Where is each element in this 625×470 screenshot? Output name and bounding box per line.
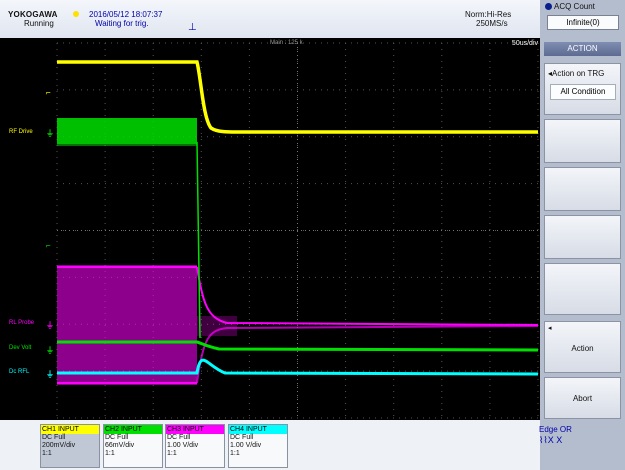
ch4-probe: 1:1 [230, 450, 240, 457]
softkey-empty-4[interactable] [544, 263, 621, 315]
ch4-header: CH4 INPUT [229, 425, 287, 434]
channel-info-bar: CH1 INPUT DC Full 200mV/div 1:1 CH2 INPU… [0, 420, 540, 470]
dev-volt-trace [57, 340, 539, 352]
ch3-header: CH3 INPUT [166, 425, 224, 434]
action-button-label: Action [571, 344, 594, 353]
action-on-trg-value: All Condition [550, 84, 616, 100]
acquisition-mode: Norm:Hi-Res [465, 10, 512, 19]
trigger-status: Waiting for trig. [95, 19, 149, 28]
ch2-label-rf-drive: RF Drive [9, 129, 33, 135]
softkey-empty-1[interactable] [544, 119, 621, 163]
label-dev-volt: Dev Volt [9, 345, 32, 351]
trigger-symbols: ⌇⌇X X [539, 435, 563, 445]
acq-count-value[interactable]: Infinite(0) [547, 15, 619, 30]
run-state: Running [24, 19, 54, 28]
ch3-scale: 1.00 V/div [167, 442, 199, 449]
ch4-coupling: DC Full [230, 434, 254, 441]
ch4-trace [57, 358, 539, 376]
waveform-canvas [56, 42, 539, 419]
ch3-ground-marker[interactable]: ⏚ [46, 321, 54, 330]
ch2-coupling: DC Full [105, 434, 129, 441]
action-softkey[interactable]: ◂ Action [544, 321, 621, 373]
abort-softkey[interactable]: Abort [544, 377, 621, 419]
action-menu-title: ACTION [544, 42, 621, 56]
action-on-trg-title: ◂Action on TRG [548, 69, 605, 78]
trigger-position-icon: ⊥ [188, 22, 197, 33]
acq-count-icon [545, 3, 552, 10]
ch3-label-rl-probe: RL Probe [9, 320, 35, 326]
abort-button-label: Abort [572, 394, 593, 403]
time-per-div: 50us/div [511, 40, 538, 47]
ch3-probe: 1:1 [167, 450, 177, 457]
trigger-type[interactable]: Edge OR [539, 425, 572, 434]
ch3-info[interactable]: CH3 INPUT DC Full 1.00 V/div 1:1 [165, 424, 225, 468]
submenu-arrow-icon: ◂ [548, 325, 552, 332]
ch4-ground-marker[interactable]: ⏚ [46, 370, 54, 379]
ch4-scale: 1.00 V/div [230, 442, 262, 449]
ch2-info[interactable]: CH2 INPUT DC Full 66mV/div 1:1 [103, 424, 163, 468]
softkey-empty-3[interactable] [544, 215, 621, 259]
acq-count-title: ACQ Count [545, 2, 595, 11]
ch3-ringing [197, 316, 237, 336]
waveform-display[interactable]: Main : 125 k 50us/div ⌐ RF Drive ⏚ ⌐ RL … [0, 38, 540, 420]
ch3-trace-after [196, 266, 539, 326]
ch2-level-marker[interactable]: ⌐ [46, 241, 51, 250]
ch4-info[interactable]: CH4 INPUT DC Full 1.00 V/div 1:1 [228, 424, 288, 468]
ch2-probe: 1:1 [105, 450, 115, 457]
ch2-envelope [57, 118, 197, 144]
ch3-coupling: DC Full [167, 434, 191, 441]
datetime: 2016/05/12 18:07:37 [89, 10, 163, 19]
ch4-label-dc-rfl: Dc RFL [9, 369, 30, 375]
softkey-panel: ACQ Count Infinite(0) ACTION ◂Action on … [540, 0, 625, 470]
ch1-scale: 200mV/div [42, 442, 76, 449]
ch2-fall-edge [196, 141, 201, 339]
ch2-ground-marker[interactable]: ⏚ [46, 129, 54, 138]
ch1-header: CH1 INPUT [41, 425, 99, 434]
brand-logo: YOKOGAWA [8, 10, 58, 19]
ch1-coupling: DC Full [42, 434, 66, 441]
status-dot-icon [73, 11, 79, 17]
ch1-probe: 1:1 [42, 450, 52, 457]
ch1-info[interactable]: CH1 INPUT DC Full 200mV/div 1:1 [40, 424, 100, 468]
status-bar: YOKOGAWA Running 2016/05/12 18:07:37 Wai… [0, 0, 540, 38]
action-on-trg-softkey[interactable]: ◂Action on TRG All Condition [544, 63, 621, 115]
softkey-empty-2[interactable] [544, 167, 621, 211]
main-record-label: Main : 125 k [270, 40, 303, 46]
ch1-level-marker[interactable]: ⌐ [46, 88, 51, 97]
ch2b-ground-marker[interactable]: ⏚ [46, 346, 54, 355]
ch2-header: CH2 INPUT [104, 425, 162, 434]
ch1-trace [57, 60, 538, 134]
ch3-envelope [57, 265, 197, 385]
sample-rate: 250MS/s [476, 19, 508, 28]
ch2-scale: 66mV/div [105, 442, 135, 449]
